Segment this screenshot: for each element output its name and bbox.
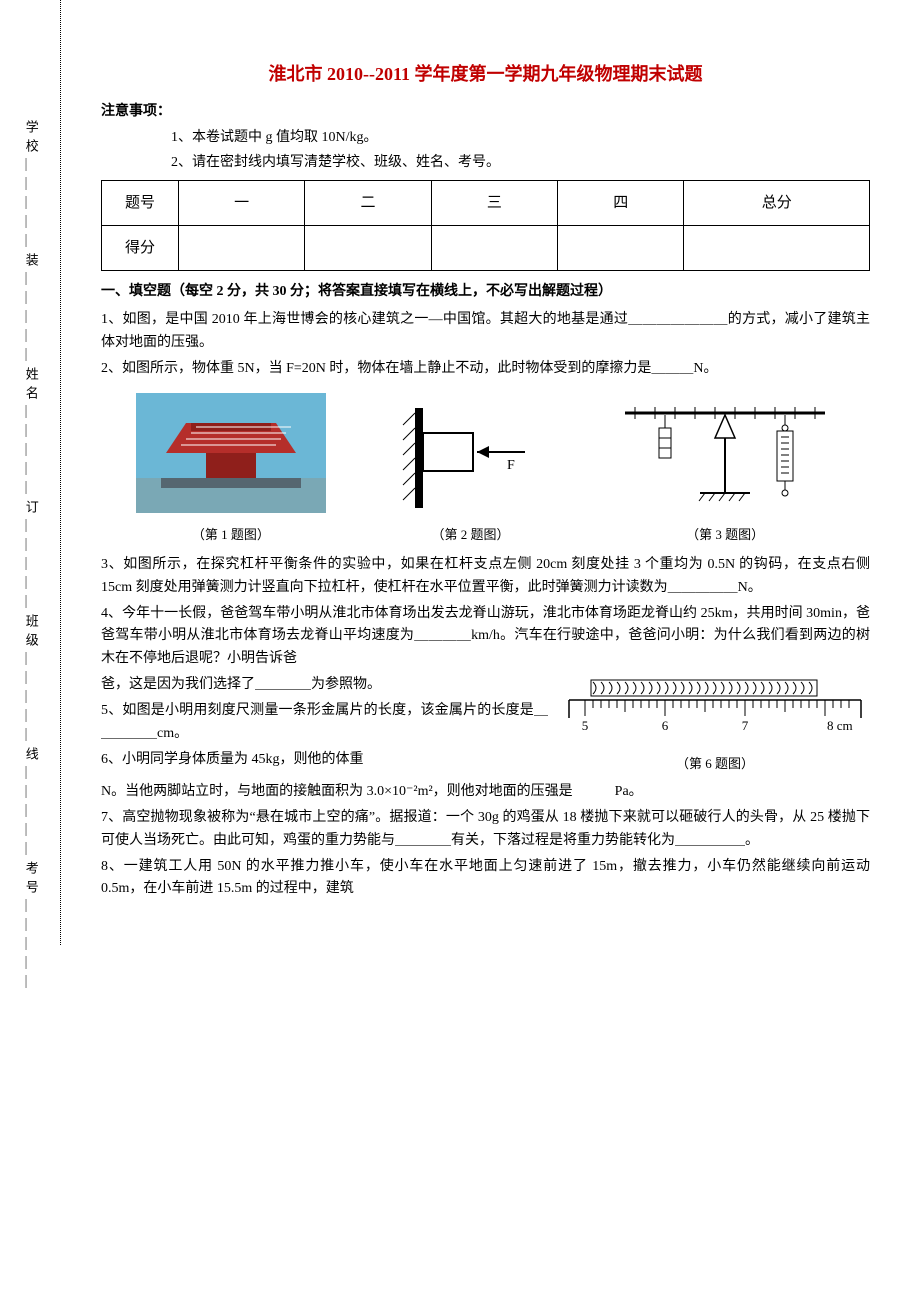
- notice-line-1: 1、本卷试题中 g 值均取 10N/kg。: [101, 127, 870, 149]
- notice-line-2: 2、请在密封线内填写清楚学校、班级、姓名、考号。: [101, 152, 870, 174]
- wall-block-force-icon: F: [395, 403, 545, 513]
- figure-1: （第 1 题图）: [136, 393, 326, 547]
- cell-col-total: 总分: [684, 180, 870, 225]
- notice-heading: 注意事项：: [101, 101, 870, 123]
- question-2: 2、如图所示，物体重 5N，当 F=20N 时，物体在墙上静止不动，此时物体受到…: [101, 358, 870, 380]
- question-6-part-b: N。当他两脚站立时，与地面的接触面积为 3.0×10⁻²m²，则他对地面的压强是…: [101, 781, 870, 803]
- figure-1-caption: （第 1 题图）: [136, 525, 326, 546]
- ruler-icon: 5 6 7 8 cm: [565, 678, 865, 748]
- binding-margin: 学校＿＿＿＿＿装＿＿＿＿＿姓名＿＿＿＿＿订＿＿＿＿＿班级＿＿＿＿＿线＿＿＿＿＿考…: [0, 0, 61, 945]
- cell-col-1: 一: [179, 180, 305, 225]
- score-table: 题号 一 二 三 四 总分 得分: [101, 180, 870, 271]
- figure-2: F （第 2 题图）: [395, 403, 545, 547]
- figure-row: （第 1 题图） F （第 2 题图）: [101, 393, 870, 547]
- ruler-caption: （第 6 题图）: [560, 754, 870, 775]
- figure-3-caption: （第 3 题图）: [615, 525, 835, 546]
- lever-balance-icon: [615, 393, 835, 513]
- svg-text:7: 7: [742, 718, 749, 733]
- cell-blank: [684, 225, 870, 270]
- cell-blank: [431, 225, 557, 270]
- margin-vertical-text: 学校＿＿＿＿＿装＿＿＿＿＿姓名＿＿＿＿＿订＿＿＿＿＿班级＿＿＿＿＿线＿＿＿＿＿考…: [20, 120, 41, 1220]
- figure-3: （第 3 题图）: [615, 393, 835, 547]
- figure-2-caption: （第 2 题图）: [395, 525, 545, 546]
- question-1: 1、如图，是中国 2010 年上海世博会的核心建筑之一—中国馆。其超大的地基是通…: [101, 309, 870, 354]
- cell-col-4: 四: [558, 180, 684, 225]
- svg-text:8 cm: 8 cm: [827, 718, 853, 733]
- svg-text:5: 5: [582, 718, 589, 733]
- svg-text:F: F: [507, 458, 515, 473]
- cell-blank: [558, 225, 684, 270]
- pavilion-icon: [136, 393, 326, 513]
- cell-head-score: 得分: [102, 225, 179, 270]
- question-8: 8、一建筑工人用 50N 的水平推力推小车，使小车在水平地面上匀速前进了 15m…: [101, 856, 870, 901]
- cell-col-2: 二: [305, 180, 431, 225]
- question-3: 3、如图所示，在探究杠杆平衡条件的实验中，如果在杠杆支点左侧 20cm 刻度处挂…: [101, 554, 870, 599]
- exam-title: 淮北市 2010--2011 学年度第一学期九年级物理期末试题: [101, 60, 870, 89]
- cell-blank: [179, 225, 305, 270]
- question-7: 7、高空抛物现象被称为“悬在城市上空的痛”。据报道：一个 30g 的鸡蛋从 18…: [101, 807, 870, 852]
- section-1-heading: 一、填空题（每空 2 分，共 30 分；将答案直接填写在横线上，不必写出解题过程…: [101, 281, 870, 303]
- cell-col-3: 三: [431, 180, 557, 225]
- figure-ruler: 5 6 7 8 cm （第 6 题图）: [560, 678, 870, 775]
- svg-text:6: 6: [662, 718, 669, 733]
- question-4-part-a: 4、今年十一长假，爸爸驾车带小明从淮北市体育场出发去龙脊山游玩，淮北市体育场距龙…: [101, 603, 870, 670]
- cell-head-num: 题号: [102, 180, 179, 225]
- cell-blank: [305, 225, 431, 270]
- main-content: 淮北市 2010--2011 学年度第一学期九年级物理期末试题 注意事项： 1、…: [61, 0, 920, 945]
